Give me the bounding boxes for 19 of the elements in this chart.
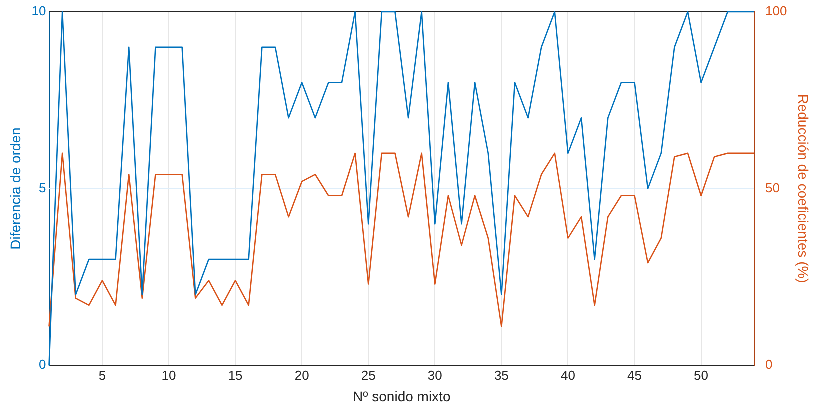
x-tick-label: 25: [361, 368, 376, 383]
x-tick-label: 45: [628, 368, 642, 383]
x-tick-label: 30: [428, 368, 442, 383]
x-tick-label: 5: [98, 368, 106, 383]
x-tick-label: 50: [694, 368, 709, 383]
y2-tick-label: 100: [766, 4, 788, 19]
y2-axis-title: Reducción de coeficientes (%): [796, 94, 812, 284]
y-tick-label: 0: [39, 357, 46, 372]
x-tick-label: 20: [294, 368, 310, 383]
x-axis-title: Nº sonido mixto: [353, 388, 451, 404]
y-tick-label: 10: [32, 4, 46, 19]
x-tick-label: 10: [162, 368, 176, 383]
x-tick-label: 35: [494, 368, 509, 383]
y2-tick-label: 0: [766, 357, 773, 372]
y-axis-title: Diferencia de orden: [7, 128, 24, 250]
y2-tick-label: 50: [766, 180, 780, 196]
x-tick-label: 40: [560, 368, 576, 383]
x-tick-label: 15: [228, 368, 243, 383]
y-tick-label: 5: [39, 180, 46, 196]
